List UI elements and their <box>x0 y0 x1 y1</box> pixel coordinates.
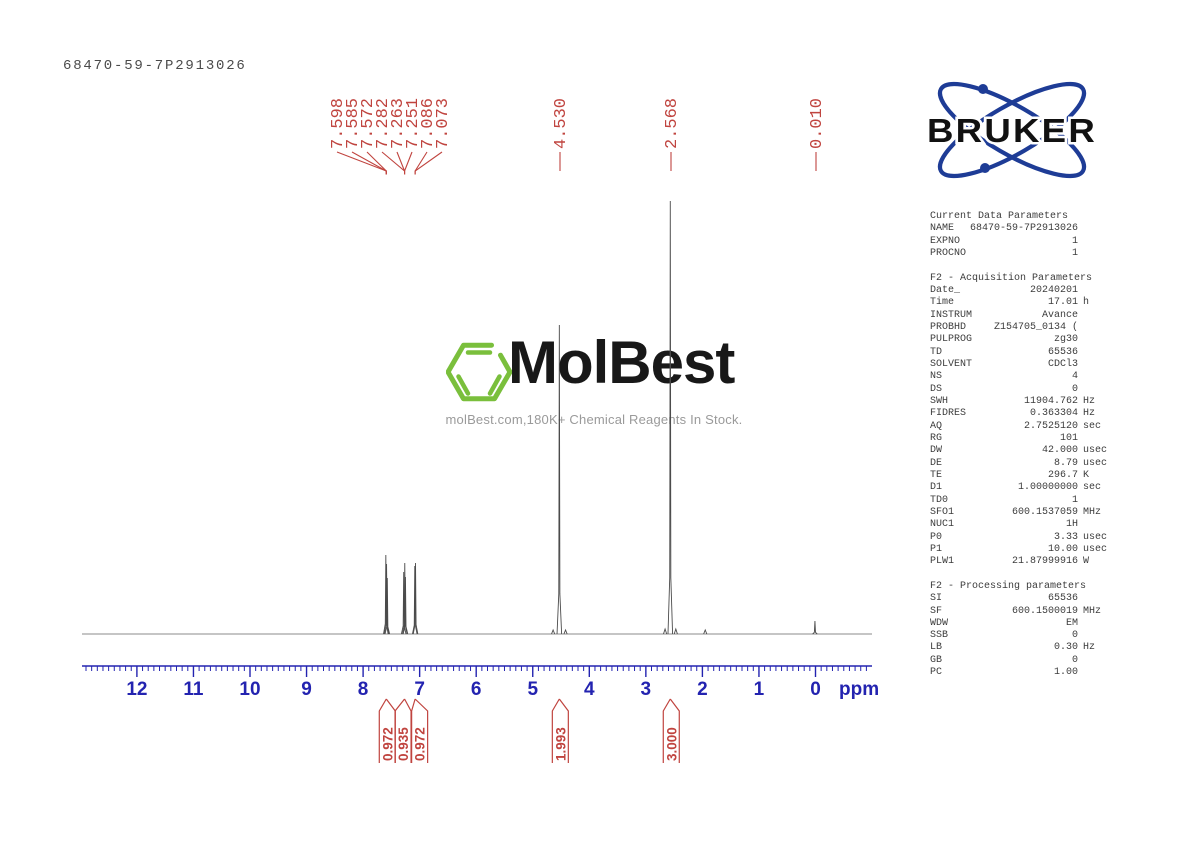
molbest-hexagon-icon <box>446 342 512 402</box>
integral-bracket <box>411 698 429 763</box>
param-row: DS 0 <box>930 383 1078 395</box>
peak-label: 7.073 <box>434 98 453 149</box>
peak-label: 7.263 <box>389 98 408 149</box>
bruker-atom-dot-bottom <box>980 163 990 173</box>
param-row: NS 4 <box>930 371 1078 383</box>
integral-labels: 0.972 0.935 0.972 1.993 3.000 <box>378 698 680 763</box>
integral-value: 0.972 <box>380 727 395 761</box>
nmr-peak <box>412 562 419 635</box>
peak-label-leader-lines <box>336 151 817 175</box>
nmr-peak <box>812 620 818 635</box>
param-row: PLW1 21.87999916 W <box>930 556 1090 568</box>
x-axis-tick-label: 11 <box>183 679 204 700</box>
param-row: SFO1 600.1537059 MHz <box>930 506 1102 518</box>
x-axis-tick-label: 1 <box>754 679 765 700</box>
x-axis-tick-label: 7 <box>414 679 425 700</box>
spectrum-trace <box>82 200 872 635</box>
param-section-title: Current Data Parameters <box>930 211 1069 222</box>
param-row: Time 17.01 h <box>930 297 1090 309</box>
molbest-tagline: molBest.com,180K+ Chemical Reagents In S… <box>445 412 743 427</box>
param-section-title: F2 - Acquisition Parameters <box>930 272 1093 284</box>
bruker-logo: BRUKER <box>925 81 1098 179</box>
param-row: EXPNO 1 <box>930 235 1078 247</box>
peak-label: 0.010 <box>808 98 827 149</box>
param-row: P1 10.00 usec <box>930 543 1108 555</box>
x-axis-tick-label: 3 <box>641 679 652 700</box>
param-section-title: F2 - Processing parameters <box>930 580 1087 592</box>
nmr-peak <box>384 577 391 635</box>
molbest-logo-text: MolBest <box>508 329 735 396</box>
param-row: PC 1.00 <box>930 667 1078 679</box>
sample-id-title: 68470-59-7P2913026 <box>63 58 247 74</box>
x-axis-tick-label: 10 <box>239 679 260 700</box>
param-row: SF 600.1500019 MHz <box>930 605 1102 617</box>
nmr-peak <box>563 628 568 635</box>
x-axis-tick-label: 2 <box>697 679 708 700</box>
x-axis-tick-label: 6 <box>471 679 482 700</box>
nmr-peak <box>551 628 556 635</box>
param-row: RG 101 <box>930 432 1078 444</box>
param-row: SSB 0 <box>930 630 1078 642</box>
param-row: Date_ 20240201 <box>930 284 1078 296</box>
param-row: AQ 2.7525120 sec <box>930 420 1102 432</box>
peak-label: 7.086 <box>419 98 438 149</box>
integral-bracket <box>551 698 569 763</box>
peak-label: 4.530 <box>552 98 571 149</box>
peak-label: 7.598 <box>329 98 348 149</box>
nmr-peak <box>703 628 708 635</box>
x-axis-tick-label: 8 <box>358 679 369 700</box>
x-axis: 12 11 10 9 8 7 6 5 4 3 2 1 0 ppm <box>82 665 879 700</box>
integral-value: 0.972 <box>413 727 428 761</box>
x-axis-tick-label: 0 <box>810 679 821 700</box>
param-row: TE 296.7 K <box>930 469 1090 481</box>
param-row: DW 42.000 usec <box>930 445 1108 457</box>
nmr-peak <box>667 200 674 635</box>
param-row: INSTRUM Avance <box>930 309 1078 321</box>
param-row: LB 0.30 Hz <box>930 642 1096 654</box>
param-row: PROCNO 1 <box>930 247 1078 259</box>
peak-label: 7.585 <box>344 98 363 149</box>
bruker-atom-dot-top <box>978 84 988 94</box>
x-axis-tick-label: 12 <box>126 679 147 700</box>
param-row: PULPROG zg30 <box>930 334 1078 346</box>
param-row: FIDRES 0.363304 Hz <box>930 408 1096 420</box>
peak-label: 2.568 <box>663 98 682 149</box>
x-axis-tick-label: 9 <box>301 679 312 700</box>
peak-label: 7.572 <box>359 98 378 149</box>
x-axis-tick-label: 5 <box>527 679 538 700</box>
peak-label: 7.251 <box>404 98 423 149</box>
param-row: SI 65536 <box>930 593 1078 605</box>
integral-value: 1.993 <box>553 727 568 761</box>
nmr-peak <box>556 324 563 635</box>
integral-value: 3.000 <box>664 727 679 761</box>
x-axis-tick-label: 4 <box>584 679 595 700</box>
param-row: SWH 11904.762 Hz <box>930 395 1096 407</box>
param-row: NAME 68470-59-7P2913026 <box>930 223 1078 235</box>
param-row: SOLVENT CDCl3 <box>930 358 1078 370</box>
param-row: D1 1.00000000 sec <box>930 482 1102 494</box>
nmr-peak <box>663 627 668 635</box>
x-axis-unit-label: ppm <box>839 679 879 700</box>
param-row: WDW EM <box>930 617 1078 629</box>
param-row: DE 8.79 usec <box>930 457 1108 469</box>
parameters-panel: Current Data Parameters NAME 68470-59-7P29… <box>930 211 1140 692</box>
peak-labels: 7.5987.5857.5727.2827.2637.2517.0867.073… <box>329 98 827 149</box>
nmr-peak <box>412 565 418 635</box>
nmr-peak <box>402 576 409 635</box>
param-row: TD0 1 <box>930 494 1078 506</box>
integral-bracket <box>662 698 680 763</box>
param-row: P0 3.33 usec <box>930 531 1108 543</box>
param-row: TD 65536 <box>930 346 1078 358</box>
integral-value: 0.935 <box>396 727 411 761</box>
bruker-logo-text: BRUKER <box>927 112 1097 149</box>
nmr-peak <box>673 627 678 635</box>
param-row: NUC1 1H <box>930 519 1078 531</box>
bruker-atom-ellipses <box>937 81 1087 179</box>
param-row: GB 0 <box>930 654 1078 666</box>
peak-label: 7.282 <box>374 98 393 149</box>
molbest-watermark: MolBest molBest.com,180K+ Chemical Reage… <box>445 329 746 431</box>
param-row: PROBHD Z154705_0134 ( <box>930 321 1078 333</box>
